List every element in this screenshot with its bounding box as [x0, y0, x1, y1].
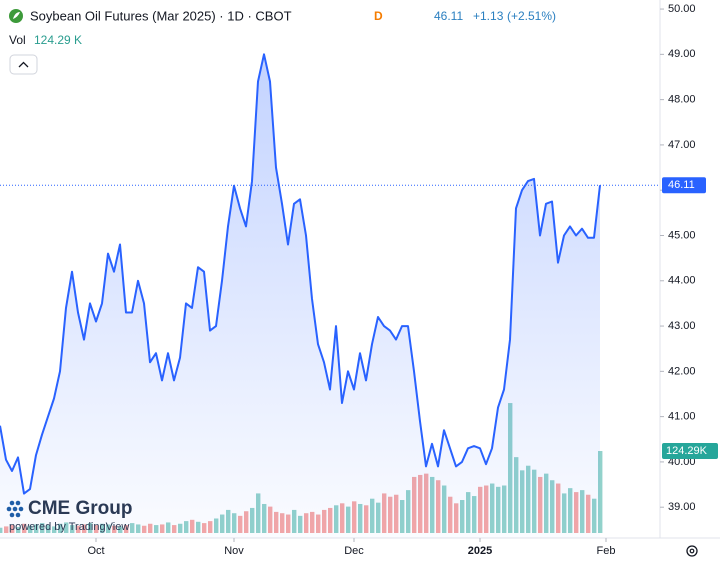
y-tick-label: 43.00	[668, 320, 696, 332]
x-tick-label: Nov	[224, 545, 244, 557]
y-tick-label: 41.00	[668, 411, 696, 423]
volume-bar	[598, 451, 603, 533]
change-percent: (+2.51%)	[507, 9, 556, 23]
plot-layer	[0, 53, 660, 539]
powered-by: powered by TradingView	[9, 521, 129, 533]
y-tick-label: 45.00	[668, 229, 696, 241]
y-tick-label: 50.00	[668, 3, 696, 15]
volume-tag	[662, 443, 718, 460]
x-tick-label: 2025	[468, 545, 492, 557]
interval-badge: D	[374, 9, 383, 23]
x-tick-label: Oct	[87, 545, 104, 557]
brand-name: CME Group	[28, 498, 133, 519]
last-price-tag-label: 46.11	[668, 179, 695, 191]
symbol-icon-leaf	[13, 12, 20, 19]
y-tick-label: 39.00	[668, 501, 696, 513]
last-price-tag	[662, 177, 706, 194]
y-tick-label: 48.00	[668, 94, 696, 106]
volume-tag-label: 124.29K	[666, 445, 708, 457]
volume-last: 124.29 K	[34, 33, 82, 47]
y-tick-label: 44.00	[668, 275, 696, 287]
x-tick-label: Dec	[344, 545, 364, 557]
price-area	[0, 54, 600, 539]
brand-logo	[6, 500, 24, 518]
y-tick-label: 47.00	[668, 139, 696, 151]
collapse-icon	[18, 61, 29, 68]
change: +1.13	[473, 9, 504, 23]
y-tick-label: 49.00	[668, 48, 696, 60]
settings-button[interactable]	[686, 545, 698, 557]
chart-title: Soybean Oil Futures (Mar 2025) · 1D · CB…	[30, 8, 292, 23]
y-tick-label: 42.00	[668, 365, 696, 377]
last-price: 46.11	[434, 9, 463, 23]
volume-name: Vol	[9, 33, 26, 47]
collapse-button[interactable]	[9, 54, 38, 75]
price-line	[0, 53, 601, 495]
x-tick-label: Feb	[597, 545, 616, 557]
